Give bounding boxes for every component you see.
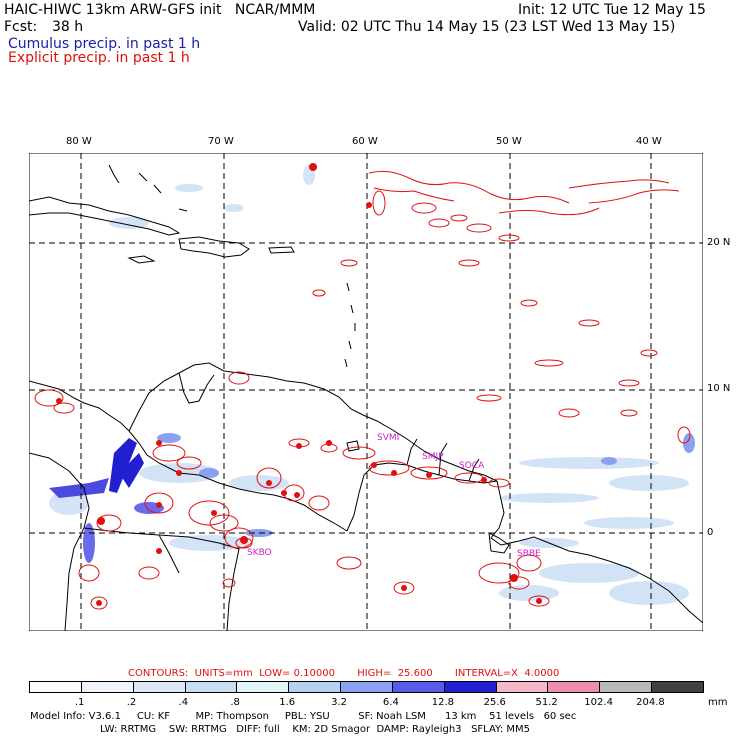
station-svmi: SVMI [377,433,399,443]
colorbar-swatch [599,681,653,693]
colorbar-label: 51.2 [535,697,558,708]
lon-label-60w: 60 W [352,136,378,147]
precip-map: SKBO SVMI SMJP SOCA SBBE [29,153,703,631]
forecast-hour: 38 h [52,19,84,35]
colorbar [29,681,704,693]
lat-label-10n: 10 N [707,383,731,394]
colorbar-label: .8 [230,697,240,708]
station-labels: SKBO SVMI SMJP SOCA SBBE [247,433,541,559]
colorbar-swatch [443,681,497,693]
model-info-line1: Model Info: V3.6.1 CU: KF MP: Thompson P… [30,711,577,722]
graticule [29,153,703,631]
lon-label-40w: 40 W [636,136,662,147]
cumulus-precip-light [49,165,689,605]
colorbar-swatch [651,681,704,693]
colorbar-swatch [184,681,238,693]
colorbar-swatch [340,681,393,693]
colorbar-label: 102.4 [584,697,613,708]
colorbar-label: .4 [178,697,189,708]
explicit-legend: Explicit precip. in past 1 h [8,50,190,66]
station-soca: SOCA [459,461,485,471]
lon-label-70w: 70 W [208,136,234,147]
colorbar-unit: mm [708,697,728,708]
lat-label-eq: 0 [707,527,714,538]
model-info-line2: LW: RRTMG SW: RRTMG DIFF: full KM: 2D Sm… [100,724,530,735]
station-skbo: SKBO [247,548,272,558]
colorbar-label: 1.6 [279,697,296,708]
colorbar-label: .2 [126,697,137,708]
colorbar-swatch [132,681,186,693]
lon-label-50w: 50 W [496,136,522,147]
colorbar-swatch [391,681,445,693]
colorbar-label: 12.8 [431,697,455,708]
station-smjp: SMJP [422,452,444,462]
colorbar-label: 6.4 [382,697,399,708]
cumulus-precip-heavy [49,433,695,563]
colorbar-swatch [547,681,601,693]
map-frame [29,153,703,631]
cumulus-legend: Cumulus precip. in past 1 h [8,36,201,52]
forecast-label: Fcst: [4,19,38,35]
explicit-precip-cores [56,163,542,606]
colorbar-label: .1 [74,697,85,708]
colorbar-swatch [29,681,82,693]
lon-label-80w: 80 W [66,136,92,147]
colorbar-swatch [495,681,549,693]
init-time: Init: 12 UTC Tue 12 May 15 [518,2,706,18]
colorbar-label: 3.2 [331,697,347,708]
colorbar-label: 204.8 [636,697,665,708]
valid-time: Valid: 02 UTC Thu 14 May 15 (23 LST Wed … [298,19,676,35]
colorbar-swatch [288,681,342,693]
contour-info: CONTOURS: UNITS=mm LOW= 0.10000 HIGH= 25… [128,668,560,679]
lat-label-20n: 20 N [707,237,731,248]
colorbar-label: 25.6 [483,697,506,708]
colorbar-swatch [236,681,290,693]
model-title: HAIC-HIWC 13km ARW-GFS init NCAR/MMM [4,2,316,18]
station-sbbe: SBBE [517,549,541,559]
colorbar-swatch [80,681,134,693]
